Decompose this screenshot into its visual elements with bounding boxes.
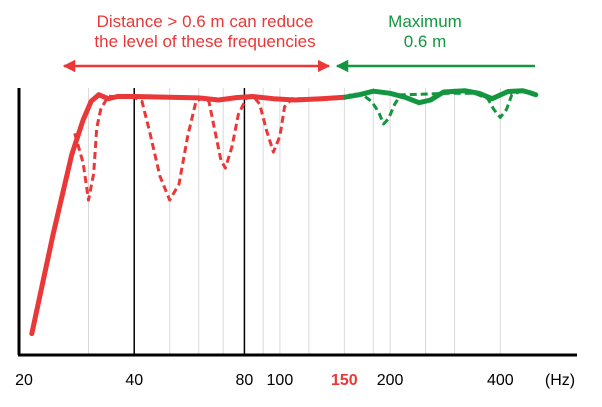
red-dashed-response-line bbox=[73, 94, 345, 202]
annotation-right-line1: Maximum bbox=[388, 12, 462, 31]
annotation-left-line1: Distance > 0.6 m can reduce bbox=[96, 12, 314, 31]
annotation-right: Maximum 0.6 m bbox=[360, 12, 490, 52]
x-tick-label: 80 bbox=[236, 372, 254, 389]
x-tick-label: 40 bbox=[125, 372, 143, 389]
x-tick-label: 100 bbox=[267, 372, 294, 389]
x-tick-label: 150 bbox=[331, 372, 358, 389]
green-dashed-response-line bbox=[343, 90, 520, 126]
x-tick-label: 400 bbox=[487, 372, 514, 389]
x-unit-label: (Hz) bbox=[545, 372, 575, 389]
x-tick-label: 20 bbox=[15, 372, 33, 389]
x-tick-label: 200 bbox=[377, 372, 404, 389]
annotation-right-line2: 0.6 m bbox=[403, 32, 447, 51]
annotation-left: Distance > 0.6 m can reduce the level of… bbox=[60, 12, 350, 52]
annotation-left-line2: the level of these frequencies bbox=[94, 32, 316, 51]
red-solid-response-line bbox=[29, 92, 347, 337]
